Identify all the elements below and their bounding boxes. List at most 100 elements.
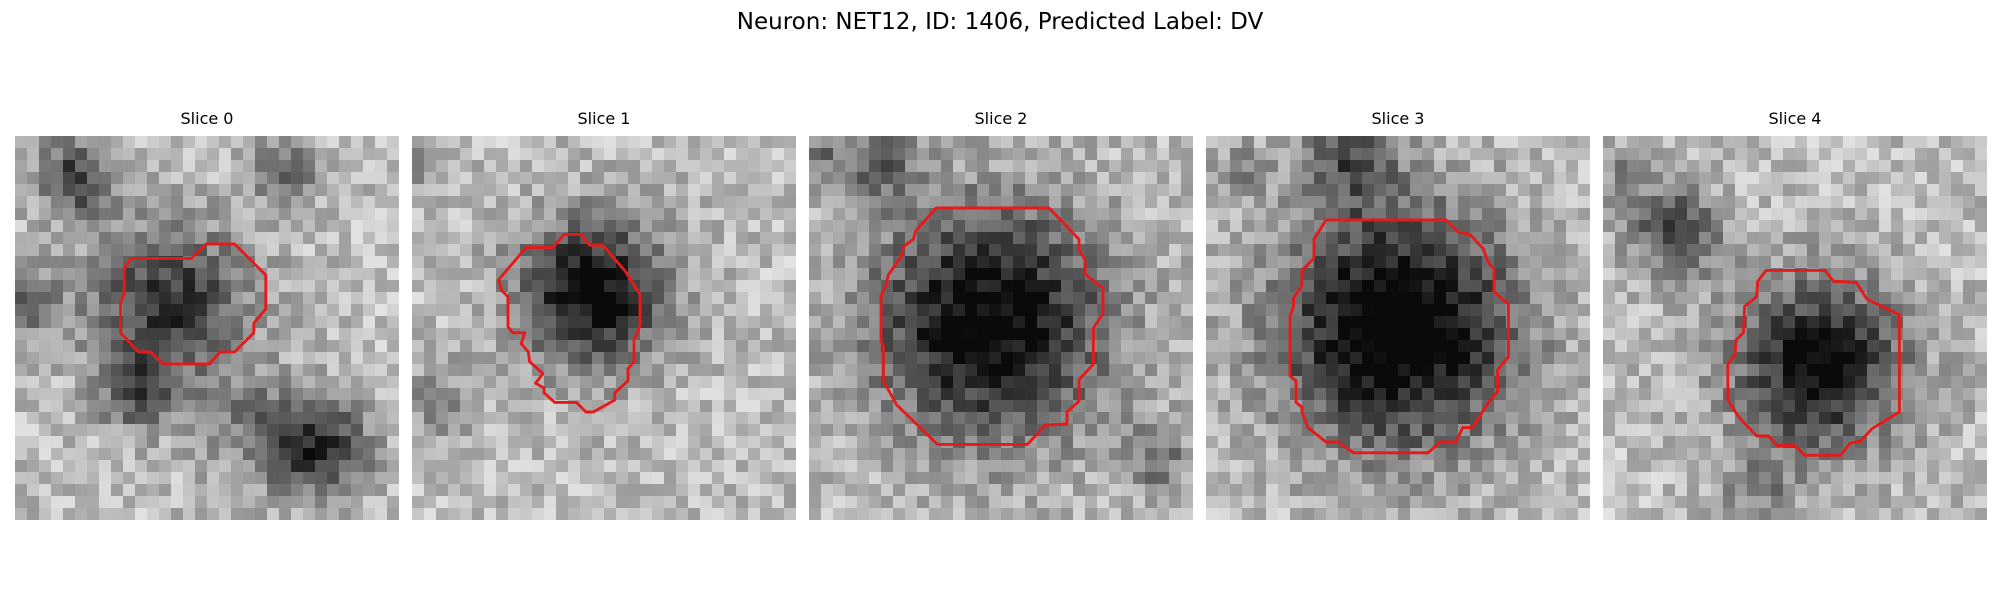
pixel	[1025, 304, 1038, 317]
pixel	[436, 472, 449, 485]
pixel	[1711, 220, 1724, 233]
pixel	[1206, 364, 1219, 377]
pixel	[821, 292, 834, 305]
pixel	[1795, 172, 1808, 185]
pixel	[977, 496, 990, 509]
pixel	[664, 460, 677, 473]
pixel	[1230, 208, 1243, 221]
pixel	[279, 388, 292, 401]
pixel	[1663, 352, 1676, 365]
pixel	[1939, 400, 1952, 413]
pixel	[424, 448, 437, 461]
pixel	[809, 268, 822, 281]
pixel	[1350, 472, 1363, 485]
pixel	[291, 496, 304, 509]
pixel	[1915, 376, 1928, 389]
pixel	[243, 376, 256, 389]
pixel	[652, 388, 665, 401]
pixel	[219, 292, 232, 305]
pixel	[616, 412, 629, 425]
pixel	[604, 352, 617, 365]
pixel	[712, 376, 725, 389]
pixel	[640, 136, 653, 149]
pixel	[1013, 184, 1026, 197]
pixel	[941, 496, 954, 509]
pixel	[748, 268, 761, 281]
pixel	[1687, 148, 1700, 161]
pixel	[580, 484, 593, 497]
pixel	[460, 232, 473, 245]
pixel	[592, 160, 605, 173]
pixel	[1121, 460, 1134, 473]
pixel	[1434, 196, 1447, 209]
pixel	[1506, 184, 1519, 197]
pixel	[231, 220, 244, 233]
pixel	[111, 184, 124, 197]
pixel	[1049, 424, 1062, 437]
pixel	[712, 148, 725, 161]
pixel	[833, 220, 846, 233]
pixel	[1458, 268, 1471, 281]
pixel	[1663, 304, 1676, 317]
pixel	[1975, 388, 1987, 401]
pixel	[1181, 280, 1193, 293]
pixel	[1819, 316, 1832, 329]
pixel	[195, 508, 208, 520]
pixel	[387, 160, 399, 173]
pixel	[1470, 484, 1483, 497]
pixel	[1627, 196, 1640, 209]
pixel	[724, 376, 737, 389]
pixel	[1951, 436, 1964, 449]
pixel	[1723, 136, 1736, 149]
pixel	[857, 292, 870, 305]
pixel	[1699, 352, 1712, 365]
pixel	[1530, 400, 1543, 413]
pixel	[1266, 460, 1279, 473]
pixel	[929, 472, 942, 485]
pixel	[1121, 424, 1134, 437]
pixel	[1085, 328, 1098, 341]
pixel	[676, 400, 689, 413]
pixel	[1795, 436, 1808, 449]
pixel	[1615, 208, 1628, 221]
pixel	[1939, 220, 1952, 233]
pixel	[1747, 400, 1760, 413]
pixel	[135, 352, 148, 365]
pixel	[27, 496, 40, 509]
pixel	[772, 256, 785, 269]
pixel	[1314, 484, 1327, 497]
pixel	[712, 448, 725, 461]
pixel	[1121, 340, 1134, 353]
pixel	[1963, 388, 1976, 401]
pixel	[1951, 316, 1964, 329]
pixel	[327, 424, 340, 437]
pixel	[484, 328, 497, 341]
pixel	[267, 184, 280, 197]
pixel	[363, 136, 376, 149]
pixel	[1975, 196, 1987, 209]
pixel	[1085, 220, 1098, 233]
pixel	[1326, 400, 1339, 413]
pixel	[1518, 328, 1531, 341]
pixel	[267, 244, 280, 257]
pixel	[135, 376, 148, 389]
pixel	[412, 136, 425, 149]
pixel	[676, 460, 689, 473]
pixel	[1422, 496, 1435, 509]
pixel	[63, 256, 76, 269]
pixel	[580, 352, 593, 365]
pixel	[51, 148, 64, 161]
pixel	[1362, 400, 1375, 413]
pixel	[1927, 364, 1940, 377]
pixel	[171, 448, 184, 461]
pixel	[676, 328, 689, 341]
pixel	[412, 256, 425, 269]
pixel	[965, 328, 978, 341]
pixel	[1530, 496, 1543, 509]
pixel	[1530, 256, 1543, 269]
pixel	[27, 352, 40, 365]
pixel	[1566, 328, 1579, 341]
pixel	[87, 352, 100, 365]
pixel	[27, 292, 40, 305]
pixel	[147, 232, 160, 245]
